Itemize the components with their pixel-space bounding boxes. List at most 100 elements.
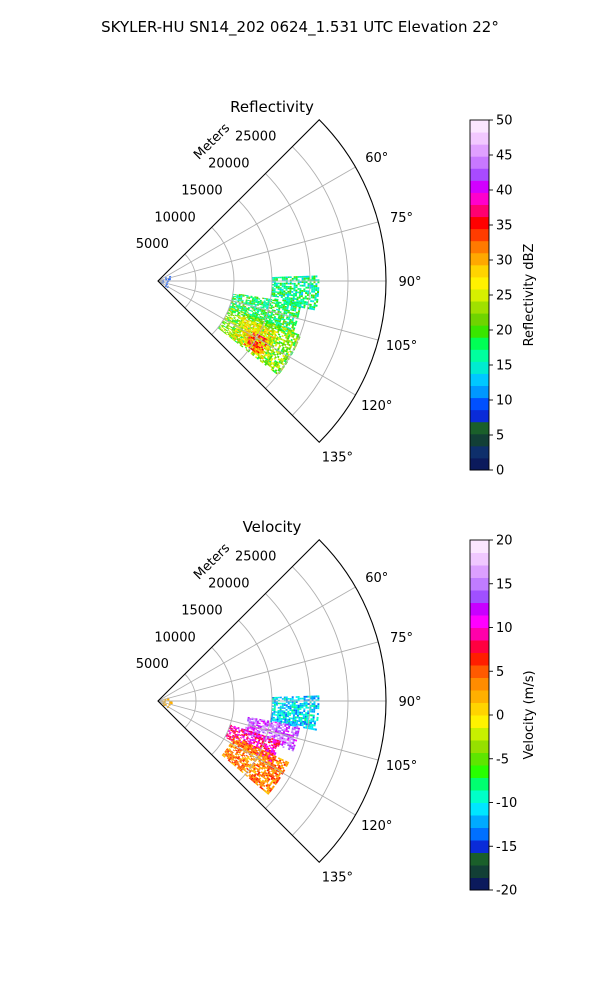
echo-cell bbox=[272, 721, 276, 724]
echo-cell bbox=[276, 741, 279, 744]
echo-cell bbox=[248, 746, 251, 749]
echo-cell bbox=[257, 778, 261, 781]
echo-cell bbox=[259, 782, 263, 785]
echo-cell bbox=[304, 297, 307, 300]
echo-cell bbox=[243, 307, 246, 310]
echo-cell bbox=[238, 739, 241, 742]
echo-cell bbox=[273, 736, 276, 739]
echo-cell bbox=[299, 722, 303, 725]
echo-cell bbox=[245, 348, 249, 352]
echo-cell bbox=[247, 740, 250, 743]
echo-cell bbox=[283, 334, 287, 337]
echo-cell bbox=[279, 276, 282, 279]
echo-cell bbox=[228, 332, 231, 335]
echo-cell bbox=[273, 291, 276, 293]
echo-cell bbox=[281, 290, 284, 292]
echo-cell bbox=[249, 748, 252, 751]
echo-cell bbox=[243, 313, 246, 316]
echo-cell bbox=[274, 724, 277, 727]
colorbar-segment bbox=[470, 540, 489, 553]
echo-cell bbox=[236, 750, 239, 753]
echo-cell bbox=[238, 315, 241, 317]
echo-cell bbox=[307, 710, 310, 713]
echo-cell bbox=[275, 331, 279, 334]
echo-cell bbox=[257, 309, 260, 312]
echo-cell bbox=[252, 352, 256, 355]
echo-cell bbox=[270, 304, 274, 307]
echo-cell bbox=[277, 714, 280, 717]
echo-cell bbox=[257, 356, 260, 359]
echo-cell bbox=[315, 304, 318, 307]
echo-cell bbox=[274, 718, 277, 721]
echo-cell bbox=[236, 742, 239, 745]
colorbar-label: Velocity (m/s) bbox=[522, 670, 537, 759]
echo-cell bbox=[314, 298, 317, 301]
echo-cell bbox=[254, 351, 258, 354]
echo-cell bbox=[272, 719, 275, 722]
echo-cell bbox=[257, 300, 260, 303]
echo-cell bbox=[259, 746, 262, 749]
echo-cell bbox=[274, 772, 277, 775]
echo-cell bbox=[285, 285, 288, 288]
echo-cell bbox=[311, 708, 314, 711]
echo-cell bbox=[302, 717, 305, 720]
echo-cell bbox=[309, 725, 312, 728]
echo-cell bbox=[241, 317, 244, 320]
echo-cell bbox=[296, 732, 299, 735]
echo-cell bbox=[236, 761, 239, 764]
echo-cell bbox=[226, 737, 229, 740]
echo-cell bbox=[239, 749, 242, 752]
echo-cell bbox=[256, 751, 259, 754]
echo-cell bbox=[311, 283, 314, 286]
echo-cell bbox=[271, 281, 274, 283]
echo-cell bbox=[272, 348, 275, 352]
echo-cell bbox=[240, 295, 243, 297]
echo-cell bbox=[265, 358, 269, 361]
echo-cell bbox=[267, 351, 271, 355]
echo-cell bbox=[287, 301, 290, 304]
echo-cell bbox=[273, 281, 276, 283]
echo-cell bbox=[283, 300, 286, 303]
echo-cell bbox=[273, 705, 276, 707]
echo-cell bbox=[240, 729, 244, 731]
echo-cell bbox=[281, 329, 284, 332]
echo-cell bbox=[253, 319, 257, 322]
echo-cell bbox=[291, 721, 295, 724]
echo-cell bbox=[291, 712, 294, 715]
echo-cell bbox=[259, 725, 263, 728]
echo-cell bbox=[284, 305, 287, 308]
echo-cell bbox=[307, 283, 310, 285]
echo-cell bbox=[231, 328, 234, 331]
echo-cell bbox=[294, 739, 298, 742]
echo-cell bbox=[274, 344, 277, 347]
echo-cell bbox=[269, 763, 273, 767]
echo-cell bbox=[262, 350, 266, 354]
echo-cell bbox=[268, 759, 271, 762]
echo-cell bbox=[257, 768, 260, 772]
echo-cell bbox=[261, 725, 264, 728]
echo-cell bbox=[245, 334, 248, 337]
echo-cell bbox=[252, 722, 255, 725]
echo-cell bbox=[232, 327, 235, 330]
echo-cell bbox=[256, 742, 259, 745]
echo-cell bbox=[241, 746, 244, 749]
echo-cell bbox=[262, 297, 265, 300]
range-tick-label: 10000 bbox=[154, 210, 195, 225]
echo-cell bbox=[290, 313, 294, 317]
echo-cell bbox=[289, 311, 292, 314]
echo-cell bbox=[227, 319, 230, 322]
echo-cell bbox=[285, 282, 288, 285]
echo-cell bbox=[313, 285, 316, 288]
echo-cell bbox=[311, 277, 314, 280]
echo-cell bbox=[270, 723, 273, 726]
echo-cell bbox=[250, 745, 253, 748]
echo-cell bbox=[225, 329, 229, 332]
echo-cell bbox=[245, 746, 249, 749]
echo-cell bbox=[233, 297, 237, 300]
echo-cell bbox=[295, 277, 298, 280]
echo-cell bbox=[251, 307, 254, 310]
echo-cell bbox=[273, 709, 276, 712]
echo-cell bbox=[273, 738, 276, 741]
echo-cell bbox=[248, 727, 252, 730]
echo-cell bbox=[265, 352, 268, 355]
